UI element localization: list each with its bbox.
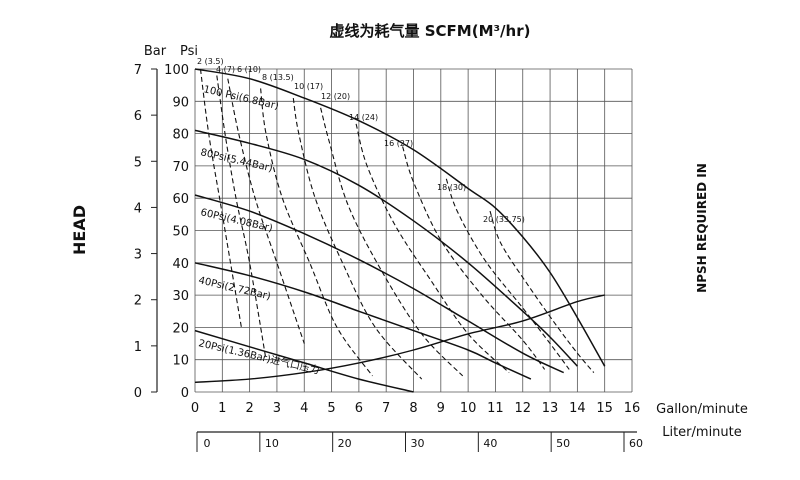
curve-label-a4: 4 (7) [216, 65, 235, 74]
gpm-tick-label: 16 [624, 401, 641, 416]
psi-tick-label: 30 [172, 289, 189, 304]
gpm-tick-label: 14 [569, 401, 586, 416]
lpm-tick-label: 20 [338, 437, 352, 450]
curve-label-a8: 8 (13.5) [262, 73, 294, 82]
lpm-tick-label: 40 [483, 437, 497, 450]
gpm-tick-label: 3 [273, 401, 281, 416]
lpm-tick-label: 60 [629, 437, 643, 450]
gpm-tick-label: 10 [460, 401, 477, 416]
psi-tick-label: 90 [172, 95, 189, 110]
air-consumption-curve [402, 146, 546, 370]
chart-title: 虚线为耗气量 SCFM(M³/hr) [330, 22, 531, 40]
lpm-tick-label: 50 [556, 437, 570, 450]
psi-tick-label: 100 [164, 63, 189, 78]
curve-label-a10: 10 (17) [294, 82, 323, 91]
head-label: HEAD [70, 205, 89, 255]
bar-tick-label: 5 [134, 155, 142, 170]
air-consumption-curve [445, 178, 570, 370]
gpm-axis-label: Gallon/minute [656, 402, 748, 417]
air-consumption-curve [292, 98, 423, 380]
bar-tick-label: 1 [134, 340, 142, 355]
curve-label-a18: 18 (30) [437, 183, 466, 192]
npsh-curve [194, 294, 605, 383]
gpm-tick-label: 9 [437, 401, 445, 416]
curve-label-p20: 20Psi(1.36Bar)进气口压力 [197, 336, 321, 377]
gpm-tick-label: 15 [596, 401, 613, 416]
psi-axis-label: Psi [180, 44, 198, 59]
curve-label-p100: 100 Psi(6.8Bar) [202, 84, 280, 112]
psi-tick-label: 80 [172, 128, 189, 143]
psi-tick-label: 20 [172, 321, 189, 336]
curve-label-a2: 2 (3.5) [197, 57, 224, 66]
gpm-tick-label: 6 [355, 401, 363, 416]
psi-tick-label: 0 [181, 386, 189, 401]
curve-label-a16: 16 (27) [384, 139, 413, 148]
psi-tick-label: 60 [172, 192, 189, 207]
psi-tick-label: 70 [172, 160, 189, 175]
psi-tick-label: 40 [172, 257, 189, 272]
air-consumption-curve [489, 210, 595, 373]
gpm-tick-label: 0 [191, 401, 199, 416]
npsh-label: NPSH REQUIRED IN [695, 163, 709, 293]
air-consumption-curves [199, 68, 595, 380]
psi-tick-label: 50 [172, 225, 189, 240]
pressure-curve [194, 194, 565, 374]
lpm-axis-label: Liter/minute [662, 425, 742, 440]
bar-tick-label: 2 [134, 294, 142, 309]
gpm-tick-label: 5 [327, 401, 335, 416]
air-consumption-curve [199, 68, 242, 328]
air-consumption-curve [355, 123, 510, 374]
labels: 100 Psi(6.8Bar)80Psi(5.44Bar)60Psi(4.08B… [197, 57, 525, 377]
lpm-tick-label: 30 [411, 437, 425, 450]
lpm-tick-label: 0 [204, 437, 211, 450]
air-consumption-curve [320, 107, 464, 377]
gpm-tick-label: 2 [245, 401, 253, 416]
npsh-curve-group [194, 294, 605, 383]
pressure-curve [194, 68, 606, 367]
gpm-tick-label: 12 [514, 401, 531, 416]
gpm-tick-label: 7 [382, 401, 390, 416]
bar-tick-label: 6 [134, 109, 142, 124]
air-consumption-curve [227, 78, 305, 344]
gpm-tick-label: 1 [218, 401, 226, 416]
pressure-curves [194, 68, 606, 393]
curve-label-a20: 20 (33.75) [483, 215, 525, 224]
gpm-tick-label: 11 [487, 401, 504, 416]
curve-label-a12: 12 (20) [321, 92, 350, 101]
curve-label-a14: 14 (24) [349, 113, 378, 122]
air-consumption-curve [216, 75, 267, 360]
bar-tick-label: 7 [134, 63, 142, 78]
lpm-tick-label: 10 [265, 437, 279, 450]
psi-tick-label: 10 [172, 354, 189, 369]
pressure-curve [194, 262, 532, 380]
bar-tick-label: 3 [134, 248, 142, 263]
bar-tick-label: 4 [134, 201, 142, 216]
gpm-tick-label: 13 [542, 401, 559, 416]
bar-tick-label: 0 [134, 386, 142, 401]
pressure-curve [194, 329, 414, 393]
air-consumption-curve [260, 88, 373, 377]
curve-label-p80: 80Psi(5.44Bar) [199, 147, 273, 174]
gpm-tick-label: 8 [409, 401, 417, 416]
bar-axis-label: Bar [144, 44, 167, 59]
curve-label-a6: 6 (10) [237, 65, 261, 74]
gpm-tick-label: 4 [300, 401, 308, 416]
